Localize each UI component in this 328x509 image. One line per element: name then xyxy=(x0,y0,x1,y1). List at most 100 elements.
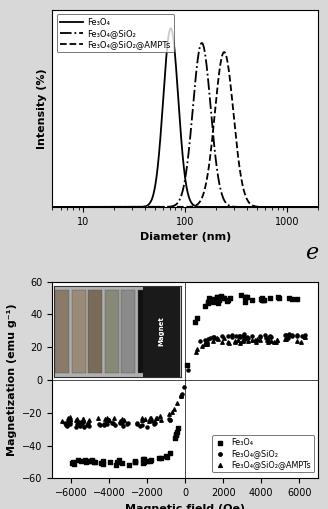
Fe₃O₄ xyxy=(107,459,112,467)
Fe₃O₄ xyxy=(316,204,320,210)
Fe₃O₄@SiO₂@AMPTs xyxy=(204,341,209,349)
Fe₃O₄ xyxy=(133,458,138,466)
Fe₃O₄ xyxy=(289,295,295,303)
Fe₃O₄@SiO₂@AMPTs xyxy=(282,204,286,210)
Fe₃O₄@SiO₂ xyxy=(245,333,250,342)
Fe₃O₄ xyxy=(87,457,92,465)
Fe₃O₄@SiO₂@AMPTs xyxy=(118,416,123,425)
Fe₃O₄ xyxy=(99,459,104,467)
Fe₃O₄@SiO₂ xyxy=(290,332,295,340)
Fe₃O₄ xyxy=(206,297,212,305)
Fe₃O₄@SiO₂ xyxy=(230,333,235,341)
Fe₃O₄@SiO₂@AMPTs xyxy=(271,337,277,346)
Fe₃O₄@SiO₂ xyxy=(181,383,186,391)
Fe₃O₄@SiO₂ xyxy=(262,331,268,339)
Fe₃O₄@SiO₂ xyxy=(203,336,208,345)
Fe₃O₄@SiO₂@AMPTs xyxy=(283,335,289,343)
Fe₃O₄ xyxy=(132,458,137,466)
Fe₃O₄ xyxy=(144,457,150,465)
Fe₃O₄@SiO₂@AMPTs xyxy=(219,338,224,346)
Fe₃O₄ xyxy=(113,461,118,469)
Fe₃O₄@SiO₂@AMPTs xyxy=(81,416,86,424)
Fe₃O₄ xyxy=(69,459,74,467)
Fe₃O₄@SiO₂ xyxy=(233,331,238,340)
Fe₃O₄ xyxy=(259,295,264,303)
Fe₃O₄ xyxy=(268,294,273,302)
Fe₃O₄ xyxy=(206,299,211,307)
Fe₃O₄ xyxy=(98,459,103,467)
Fe₃O₄@SiO₂@AMPTs xyxy=(210,337,215,345)
Line: Fe₃O₄: Fe₃O₄ xyxy=(52,29,318,207)
Fe₃O₄@SiO₂@AMPTs xyxy=(178,391,183,400)
Fe₃O₄@SiO₂ xyxy=(139,420,144,429)
Fe₃O₄@SiO₂@AMPTs xyxy=(86,415,92,423)
Fe₃O₄@SiO₂ xyxy=(84,421,90,429)
Fe₃O₄ xyxy=(202,302,208,310)
Fe₃O₄ xyxy=(51,204,54,210)
Fe₃O₄ xyxy=(141,455,147,463)
Fe₃O₄@SiO₂@AMPTs xyxy=(68,415,73,423)
Fe₃O₄@SiO₂ xyxy=(295,332,300,340)
Fe₃O₄ xyxy=(221,294,227,302)
Fe₃O₄@SiO₂ xyxy=(300,332,305,340)
Fe₃O₄@SiO₂@AMPTs xyxy=(140,416,145,424)
Fe₃O₄@SiO₂@AMPTs xyxy=(235,336,240,344)
Fe₃O₄@SiO₂@AMPTs xyxy=(174,399,180,407)
Fe₃O₄ xyxy=(100,460,105,468)
Fe₃O₄@SiO₂@AMPTs xyxy=(273,338,278,346)
Fe₃O₄ xyxy=(215,296,220,304)
Fe₃O₄@SiO₂ xyxy=(164,204,168,210)
Fe₃O₄@SiO₂ xyxy=(86,419,91,428)
Fe₃O₄ xyxy=(215,293,220,301)
Fe₃O₄@SiO₂@AMPTs xyxy=(240,337,246,345)
Fe₃O₄@SiO₂ xyxy=(269,333,274,341)
Fe₃O₄ xyxy=(71,458,76,466)
Fe₃O₄@SiO₂@AMPTs xyxy=(158,416,163,424)
Fe₃O₄ xyxy=(261,296,266,304)
Fe₃O₄@SiO₂ xyxy=(225,332,230,340)
Fe₃O₄@SiO₂@AMPTs xyxy=(148,416,153,425)
Fe₃O₄ xyxy=(226,296,231,304)
Y-axis label: Intensity (%): Intensity (%) xyxy=(37,68,47,149)
Fe₃O₄@SiO₂ xyxy=(125,419,130,428)
Legend: Fe₃O₄, Fe₃O₄@SiO₂, Fe₃O₄@SiO₂@AMPTs: Fe₃O₄, Fe₃O₄@SiO₂, Fe₃O₄@SiO₂@AMPTs xyxy=(212,435,314,472)
Fe₃O₄ xyxy=(214,296,219,304)
Fe₃O₄@SiO₂@AMPTs xyxy=(106,416,111,424)
Fe₃O₄@SiO₂@AMPTs xyxy=(249,335,255,344)
Fe₃O₄@SiO₂@AMPTs xyxy=(203,340,208,348)
Fe₃O₄@SiO₂ xyxy=(73,423,79,431)
Fe₃O₄@SiO₂ xyxy=(240,332,245,341)
Fe₃O₄@SiO₂@AMPTs xyxy=(232,338,237,347)
Line: Fe₃O₄@SiO₂@AMPTs: Fe₃O₄@SiO₂@AMPTs xyxy=(52,52,318,207)
Fe₃O₄@SiO₂ xyxy=(179,392,184,400)
Fe₃O₄@SiO₂ xyxy=(153,204,156,210)
Fe₃O₄ xyxy=(142,458,147,466)
Fe₃O₄ xyxy=(71,460,76,468)
Fe₃O₄ xyxy=(220,294,226,302)
Fe₃O₄@SiO₂ xyxy=(243,335,248,344)
Fe₃O₄@SiO₂ xyxy=(111,419,116,428)
Text: e: e xyxy=(305,242,318,264)
Fe₃O₄@SiO₂ xyxy=(246,334,251,342)
Fe₃O₄@SiO₂@AMPTs xyxy=(204,339,209,347)
Fe₃O₄@SiO₂@AMPTs xyxy=(178,391,183,400)
Fe₃O₄@SiO₂@AMPTs xyxy=(146,417,152,425)
Fe₃O₄@SiO₂ xyxy=(144,422,149,431)
Fe₃O₄@SiO₂@AMPTs xyxy=(164,204,168,210)
Fe₃O₄ xyxy=(259,296,265,304)
Fe₃O₄ xyxy=(101,458,106,466)
Fe₃O₄ xyxy=(311,204,315,210)
Fe₃O₄@SiO₂@AMPTs xyxy=(225,338,230,346)
Fe₃O₄ xyxy=(83,458,88,466)
Fe₃O₄@SiO₂@AMPTs xyxy=(214,334,219,343)
Fe₃O₄@SiO₂@AMPTs xyxy=(142,415,148,423)
Fe₃O₄ xyxy=(169,25,173,32)
Fe₃O₄@SiO₂ xyxy=(117,419,122,427)
Fe₃O₄@SiO₂@AMPTs xyxy=(275,336,280,345)
Fe₃O₄@SiO₂@AMPTs xyxy=(215,335,220,343)
Fe₃O₄@SiO₂ xyxy=(98,420,103,429)
Fe₃O₄ xyxy=(218,292,223,300)
Fe₃O₄@SiO₂@AMPTs xyxy=(149,414,154,422)
Fe₃O₄@SiO₂ xyxy=(264,333,269,342)
Fe₃O₄ xyxy=(277,294,282,302)
